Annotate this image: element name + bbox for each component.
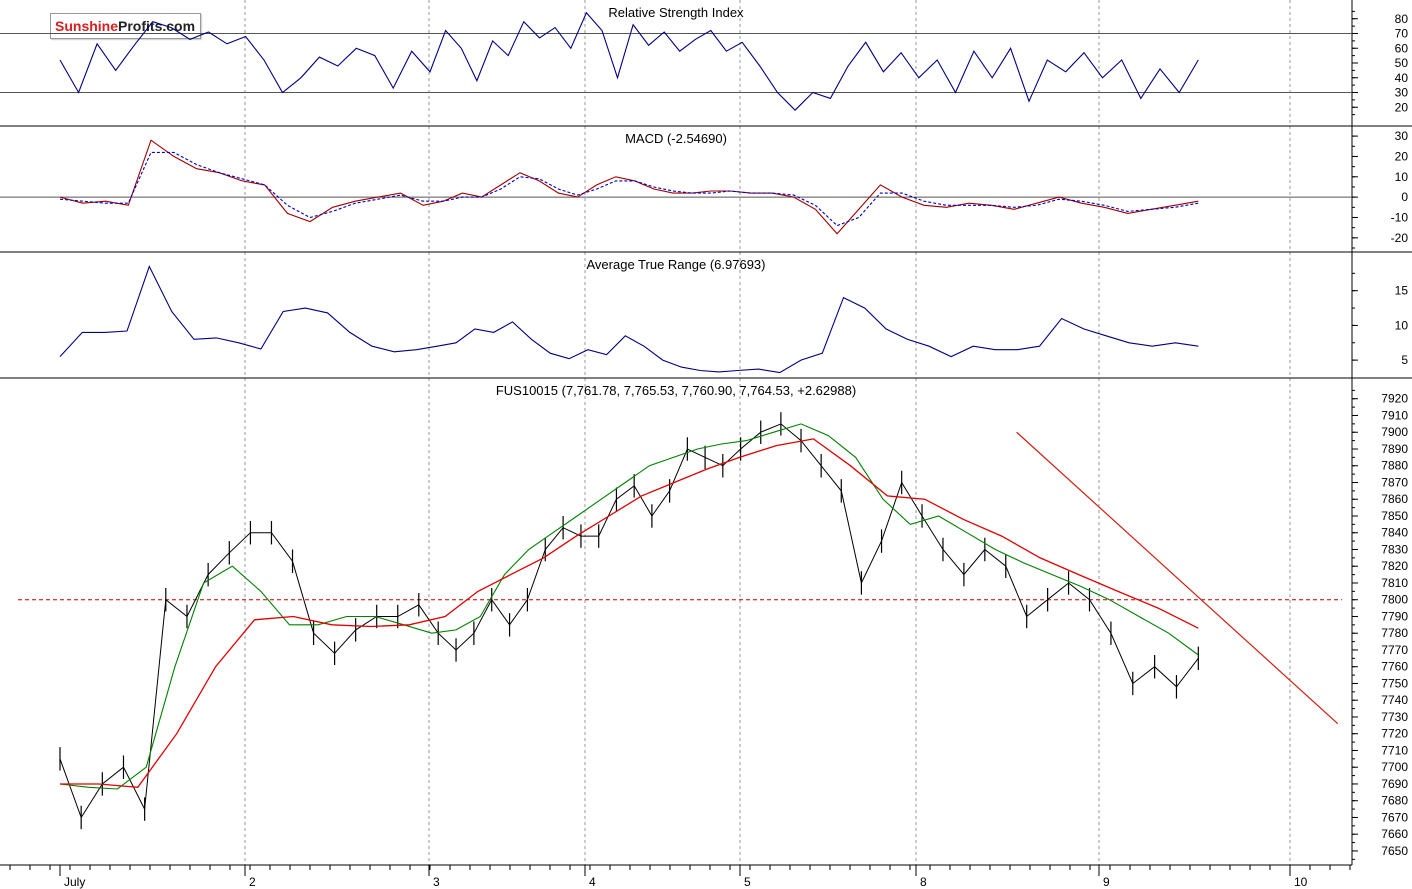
price-title: FUS10015 (7,761.78, 7,765.53, 7,760.90, …: [496, 383, 856, 398]
atr-line: [59, 264, 1199, 374]
price-tick-label: 7740: [1381, 693, 1408, 707]
atr-title: Average True Range (6.97693): [587, 257, 766, 272]
x-tick-label: 8: [920, 875, 927, 889]
macd-tick-label: -20: [1391, 231, 1409, 245]
price-tick-label: 7720: [1381, 727, 1408, 741]
rsi-tick-label: 80: [1395, 12, 1409, 26]
price-tick-label: 7890: [1381, 442, 1408, 456]
series-layer: [59, 11, 1199, 830]
moving-average-slow: [60, 438, 1199, 788]
macd-tick-label: 30: [1395, 129, 1409, 143]
price-tick-label: 7840: [1381, 526, 1408, 540]
rsi-tick-label: 70: [1395, 27, 1409, 41]
macd-tick-label: 0: [1401, 190, 1408, 204]
atr-tick-label: 5: [1401, 353, 1408, 367]
price-tick-label: 7900: [1381, 425, 1408, 439]
price-tick-label: 7660: [1381, 827, 1408, 841]
price-tick-label: 7810: [1381, 576, 1408, 590]
rsi-tick-label: 20: [1395, 100, 1409, 114]
logo-brand-red: Sunshine: [55, 18, 119, 34]
price-tick-label: 7870: [1381, 475, 1408, 489]
price-tick-label: 7700: [1381, 760, 1408, 774]
macd-title: MACD (-2.54690): [625, 131, 727, 146]
macd-signal-line: [59, 151, 1199, 227]
price-tick-label: 7760: [1381, 660, 1408, 674]
rsi-line: [59, 11, 1199, 111]
price-tick-label: 7820: [1381, 559, 1408, 573]
price-tick-label: 7860: [1381, 492, 1408, 506]
price-tick-label: 7880: [1381, 459, 1408, 473]
x-tick-label: 3: [433, 875, 440, 889]
price-tick-label: 7730: [1381, 710, 1408, 724]
price-tick-label: 7830: [1381, 542, 1408, 556]
atr-tick-label: 10: [1395, 318, 1409, 332]
price-tick-label: 7710: [1381, 743, 1408, 757]
price-tick-label: 7770: [1381, 643, 1408, 657]
x-tick-label: 2: [249, 875, 256, 889]
price-tick-label: 7780: [1381, 626, 1408, 640]
price-tick-label: 7650: [1381, 844, 1408, 858]
rsi-tick-label: 60: [1395, 41, 1409, 55]
price-tick-label: 7910: [1381, 408, 1408, 422]
moving-average-fast: [59, 423, 1199, 790]
atr-tick-label: 15: [1395, 284, 1409, 298]
panels-layer: [0, 0, 1412, 866]
x-tick-label: 10: [1294, 875, 1308, 889]
macd-tick-label: -10: [1391, 210, 1409, 224]
macd-tick-label: 20: [1395, 149, 1409, 163]
rsi-title: Relative Strength Index: [608, 5, 744, 20]
grid-layer: [244, 0, 1291, 865]
x-tick-label: 5: [744, 875, 751, 889]
price-tick-label: 7850: [1381, 509, 1408, 523]
x-tick-label: 4: [589, 875, 596, 889]
price-tick-label: 7680: [1381, 794, 1408, 808]
price-tick-label: 7790: [1381, 609, 1408, 623]
macd-line: [59, 139, 1199, 235]
price-tick-label: 7750: [1381, 676, 1408, 690]
downtrend-line: [1016, 431, 1339, 725]
macd-tick-label: 10: [1395, 170, 1409, 184]
price-tick-label: 7920: [1381, 392, 1408, 406]
rsi-tick-label: 30: [1395, 86, 1409, 100]
price-tick-label: 7690: [1381, 777, 1408, 791]
x-tick-label: July: [64, 875, 85, 889]
sunshine-profits-logo: Sunshine Profits.com: [50, 13, 201, 39]
price-tick-label: 7800: [1381, 593, 1408, 607]
rsi-tick-label: 40: [1395, 71, 1409, 85]
rsi-tick-label: 50: [1395, 56, 1409, 70]
price-tick-label: 7670: [1381, 810, 1408, 824]
x-tick-label: 9: [1103, 875, 1110, 889]
price-line: [59, 423, 1199, 819]
axis-layer: Relative Strength Index20304050607080MAC…: [9, 5, 1409, 889]
